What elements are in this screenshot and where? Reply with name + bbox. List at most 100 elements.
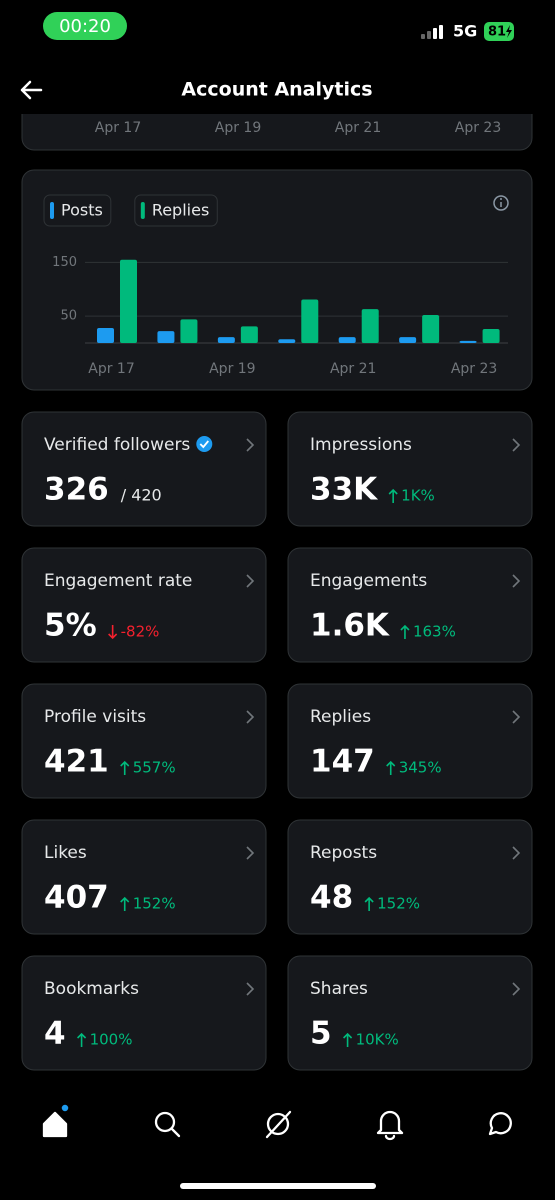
x-tick-label: Apr 23 bbox=[451, 361, 497, 377]
metric-card[interactable] bbox=[287, 955, 533, 1071]
nav-notifications[interactable] bbox=[376, 1110, 404, 1141]
bar bbox=[422, 315, 440, 343]
chevron bbox=[512, 982, 521, 996]
metric-value: 48 bbox=[310, 880, 353, 916]
metric-change: 345% bbox=[399, 759, 442, 777]
metric-label: Reposts bbox=[310, 843, 377, 863]
back-button[interactable] bbox=[20, 80, 43, 100]
x-tick-label: Apr 21 bbox=[335, 120, 381, 136]
trend-arrow bbox=[120, 760, 130, 775]
metric-label: Shares bbox=[310, 979, 368, 999]
metric-value: 147 bbox=[310, 744, 375, 780]
chart-card bbox=[21, 169, 533, 391]
bar bbox=[217, 337, 235, 343]
bar bbox=[361, 309, 379, 343]
bar bbox=[338, 337, 356, 343]
charging-icon bbox=[506, 25, 512, 38]
metric-value: 421 bbox=[44, 744, 109, 780]
chevron bbox=[512, 846, 521, 860]
chevron bbox=[246, 710, 255, 724]
metric-label: Engagement rate bbox=[44, 571, 192, 591]
metric-value: 5 bbox=[310, 1016, 332, 1052]
metric-value: 4 bbox=[44, 1016, 66, 1052]
trend-arrow bbox=[77, 1032, 87, 1047]
metric-total: / 420 bbox=[121, 486, 162, 505]
metric-change: 152% bbox=[133, 895, 176, 913]
legend-label: Replies bbox=[152, 201, 209, 220]
metric-card[interactable] bbox=[287, 411, 533, 527]
chevron bbox=[246, 438, 255, 452]
metric-change: -82% bbox=[121, 623, 160, 641]
verified-badge bbox=[196, 436, 213, 452]
legend-label: Posts bbox=[61, 201, 103, 220]
metric-label: Bookmarks bbox=[44, 979, 139, 999]
chevron bbox=[246, 846, 255, 860]
x-tick-label: Apr 19 bbox=[209, 361, 255, 377]
trend-arrow bbox=[120, 896, 130, 911]
x-tick-label: Apr 23 bbox=[455, 120, 501, 136]
bar bbox=[482, 329, 500, 343]
metric-card[interactable] bbox=[287, 683, 533, 799]
chevron bbox=[246, 574, 255, 588]
nav-grok[interactable] bbox=[265, 1110, 292, 1139]
bar bbox=[97, 327, 114, 343]
metric-change: 100% bbox=[90, 1031, 133, 1049]
verified-check bbox=[199, 440, 209, 449]
metric-card[interactable] bbox=[21, 411, 267, 527]
chevron bbox=[246, 982, 255, 996]
y-tick-label: 150 bbox=[52, 255, 77, 270]
legend-chip[interactable] bbox=[43, 194, 112, 227]
bar bbox=[157, 331, 175, 343]
nav-messages[interactable] bbox=[488, 1112, 512, 1136]
metric-card[interactable] bbox=[287, 819, 533, 935]
metric-label: Impressions bbox=[310, 435, 412, 455]
legend-swatch bbox=[50, 202, 54, 219]
metric-card[interactable] bbox=[287, 547, 533, 663]
metric-card[interactable] bbox=[21, 819, 267, 935]
metric-change: 152% bbox=[377, 895, 420, 913]
bar bbox=[278, 339, 296, 343]
bar bbox=[459, 340, 477, 343]
metric-change: 557% bbox=[133, 759, 176, 777]
metric-change: 163% bbox=[413, 623, 456, 641]
metric-change: 1K% bbox=[401, 487, 435, 505]
trend-arrow bbox=[108, 625, 118, 640]
metric-label: Verified followers bbox=[44, 435, 190, 455]
metric-value: 326 bbox=[44, 472, 109, 508]
x-tick-label: Apr 21 bbox=[330, 361, 376, 377]
metric-card[interactable] bbox=[21, 547, 267, 663]
nav-search[interactable] bbox=[154, 1111, 181, 1138]
chevron bbox=[512, 710, 521, 724]
bar bbox=[399, 337, 417, 343]
metric-change: 10K% bbox=[356, 1031, 399, 1049]
nav-home[interactable] bbox=[42, 1111, 68, 1138]
x-tick-label: Apr 17 bbox=[95, 120, 141, 136]
metric-value: 1.6K bbox=[310, 608, 390, 644]
trend-arrow bbox=[343, 1032, 353, 1047]
notification-dot bbox=[60, 1103, 70, 1113]
metric-label: Likes bbox=[44, 843, 87, 863]
legend-chip[interactable] bbox=[134, 194, 218, 227]
battery bbox=[484, 22, 514, 41]
metric-value: 33K bbox=[310, 472, 378, 508]
metric-value: 407 bbox=[44, 880, 109, 916]
metric-value: 5% bbox=[44, 608, 97, 644]
y-tick-label: 50 bbox=[60, 309, 77, 324]
time: 00:20 bbox=[59, 16, 111, 37]
network: 5G bbox=[453, 22, 477, 41]
bar bbox=[240, 326, 258, 343]
bar bbox=[120, 259, 137, 343]
trend-arrow bbox=[364, 896, 374, 911]
trend-arrow bbox=[400, 624, 410, 639]
legend-swatch bbox=[140, 202, 145, 219]
metric-label: Replies bbox=[310, 707, 371, 727]
metric-card[interactable] bbox=[21, 683, 267, 799]
chevron bbox=[512, 438, 521, 452]
trend-arrow bbox=[388, 488, 398, 503]
info-icon[interactable] bbox=[493, 195, 509, 211]
trend-arrow bbox=[386, 760, 396, 775]
bar bbox=[180, 319, 198, 343]
battery-level: 81 bbox=[488, 25, 506, 40]
metric-card[interactable] bbox=[21, 955, 267, 1071]
time-pill bbox=[43, 12, 127, 40]
